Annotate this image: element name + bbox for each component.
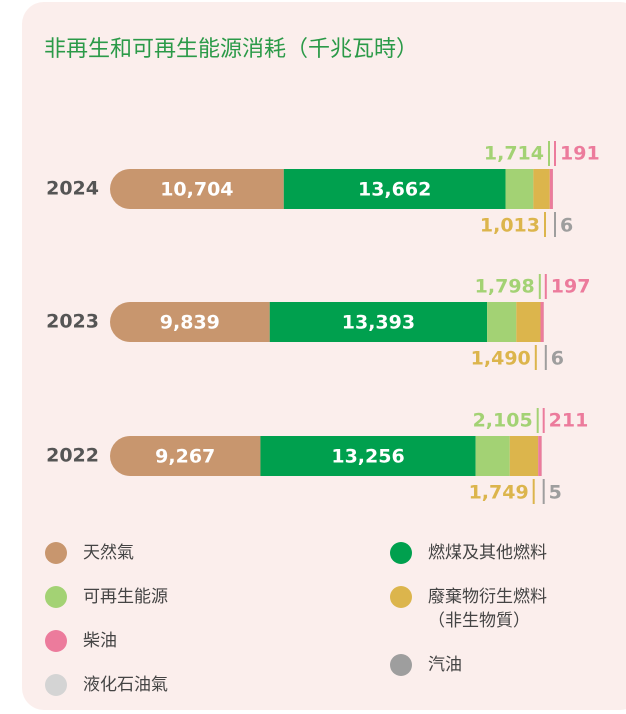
data-label: 9,267 — [155, 446, 215, 468]
legend: 燃煤及其他燃料廢棄物衍生燃料（非生物質） 汽油 — [390, 541, 568, 677]
legend-label: 柴油 — [83, 631, 117, 651]
legend-item: 天然氣 — [45, 541, 223, 565]
data-label: 10,704 — [160, 179, 233, 201]
data-label: 1,798 — [475, 276, 535, 298]
legend-swatch — [390, 654, 412, 676]
bar-segment — [505, 169, 534, 209]
data-label: 1,714 — [484, 143, 544, 165]
legend-label: 液化石油氣 — [83, 675, 168, 695]
legend-swatch — [390, 542, 412, 564]
data-label: 1,749 — [469, 482, 529, 504]
card — [22, 2, 626, 710]
legend-item: 可再生能源 — [45, 585, 223, 609]
data-label: 197 — [551, 276, 591, 298]
data-label: 6 — [551, 348, 564, 370]
data-label: 5 — [549, 482, 562, 504]
bar-segment — [509, 436, 539, 476]
legend-item: 汽油 — [390, 653, 568, 677]
legend-swatch — [390, 586, 412, 608]
bar-segment — [110, 302, 270, 342]
bar-segment — [538, 436, 542, 476]
y-tick-label: 2024 — [46, 178, 99, 200]
legend-item: 廢棄物衍生燃料（非生物質） — [390, 585, 568, 633]
data-label: 13,256 — [331, 446, 404, 468]
data-label: 1,490 — [471, 348, 531, 370]
chart-title: 非再生和可再生能源消耗（千兆瓦時） — [44, 37, 418, 62]
data-label: 6 — [560, 215, 573, 237]
bar-segment — [516, 302, 541, 342]
bar-segment — [283, 169, 506, 209]
data-label: 13,662 — [358, 179, 431, 201]
data-label: 13,393 — [342, 312, 415, 334]
legend-label: 燃煤及其他燃料 — [428, 543, 547, 563]
legend-swatch — [45, 674, 67, 696]
bar-segment — [110, 436, 261, 476]
bar-segment — [540, 302, 544, 342]
bar-segment — [110, 169, 284, 209]
bar-segment — [533, 169, 550, 209]
y-tick-label: 2022 — [46, 445, 99, 467]
legend-item: 柴油 — [45, 629, 223, 653]
legend-swatch — [45, 542, 67, 564]
data-label: 9,839 — [160, 312, 220, 334]
legend-label: 天然氣 — [83, 543, 134, 563]
legend-swatch — [45, 586, 67, 608]
data-label: 1,013 — [480, 215, 540, 237]
data-label: 2,105 — [473, 410, 533, 432]
data-label: 191 — [560, 143, 600, 165]
legend-swatch — [45, 630, 67, 652]
legend-label: 廢棄物衍生燃料（非生物質） — [428, 587, 547, 631]
bar-segment — [475, 436, 510, 476]
bar-segment — [260, 436, 476, 476]
bar-segment — [549, 169, 553, 209]
legend-item: 液化石油氣 — [45, 673, 223, 697]
legend-label: 汽油 — [428, 655, 462, 675]
legend: 天然氣可再生能源柴油液化石油氣 — [45, 541, 223, 697]
legend-item: 燃煤及其他燃料 — [390, 541, 568, 565]
data-label: 211 — [549, 410, 589, 432]
y-tick-label: 2023 — [46, 311, 99, 333]
bar-segment — [269, 302, 488, 342]
legend-label: 可再生能源 — [83, 587, 168, 607]
bar-segment — [487, 302, 517, 342]
